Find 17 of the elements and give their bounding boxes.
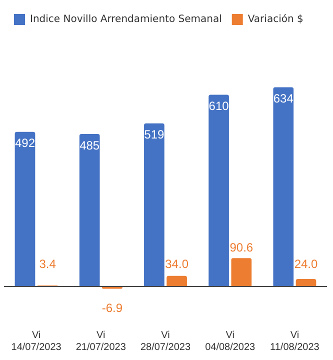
x-tick-label: Vi 21/07/2023 bbox=[76, 330, 126, 353]
data-label: 34.0 bbox=[165, 256, 189, 271]
data-label: 90.6 bbox=[230, 240, 254, 254]
data-label: 492 bbox=[14, 136, 36, 150]
legend-label: Variación $ bbox=[248, 14, 304, 26]
data-label: -6.9 bbox=[102, 301, 123, 316]
x-tick-label: Vi 11/08/2023 bbox=[270, 330, 320, 353]
x-tick-label: Vi 14/07/2023 bbox=[11, 330, 62, 353]
data-label: 3.4 bbox=[39, 256, 56, 271]
x-tick-label: Vi 04/08/2023 bbox=[205, 330, 256, 353]
data-label: 519 bbox=[144, 128, 165, 142]
data-label: 634 bbox=[273, 92, 294, 106]
data-label: 24.0 bbox=[294, 256, 318, 271]
legend-label: Indice Novillo Arrendamiento Semanal bbox=[30, 14, 222, 26]
data-label: 485 bbox=[80, 138, 100, 152]
x-tick-label: Vi 28/07/2023 bbox=[140, 330, 191, 353]
data-label: 610 bbox=[208, 99, 230, 114]
